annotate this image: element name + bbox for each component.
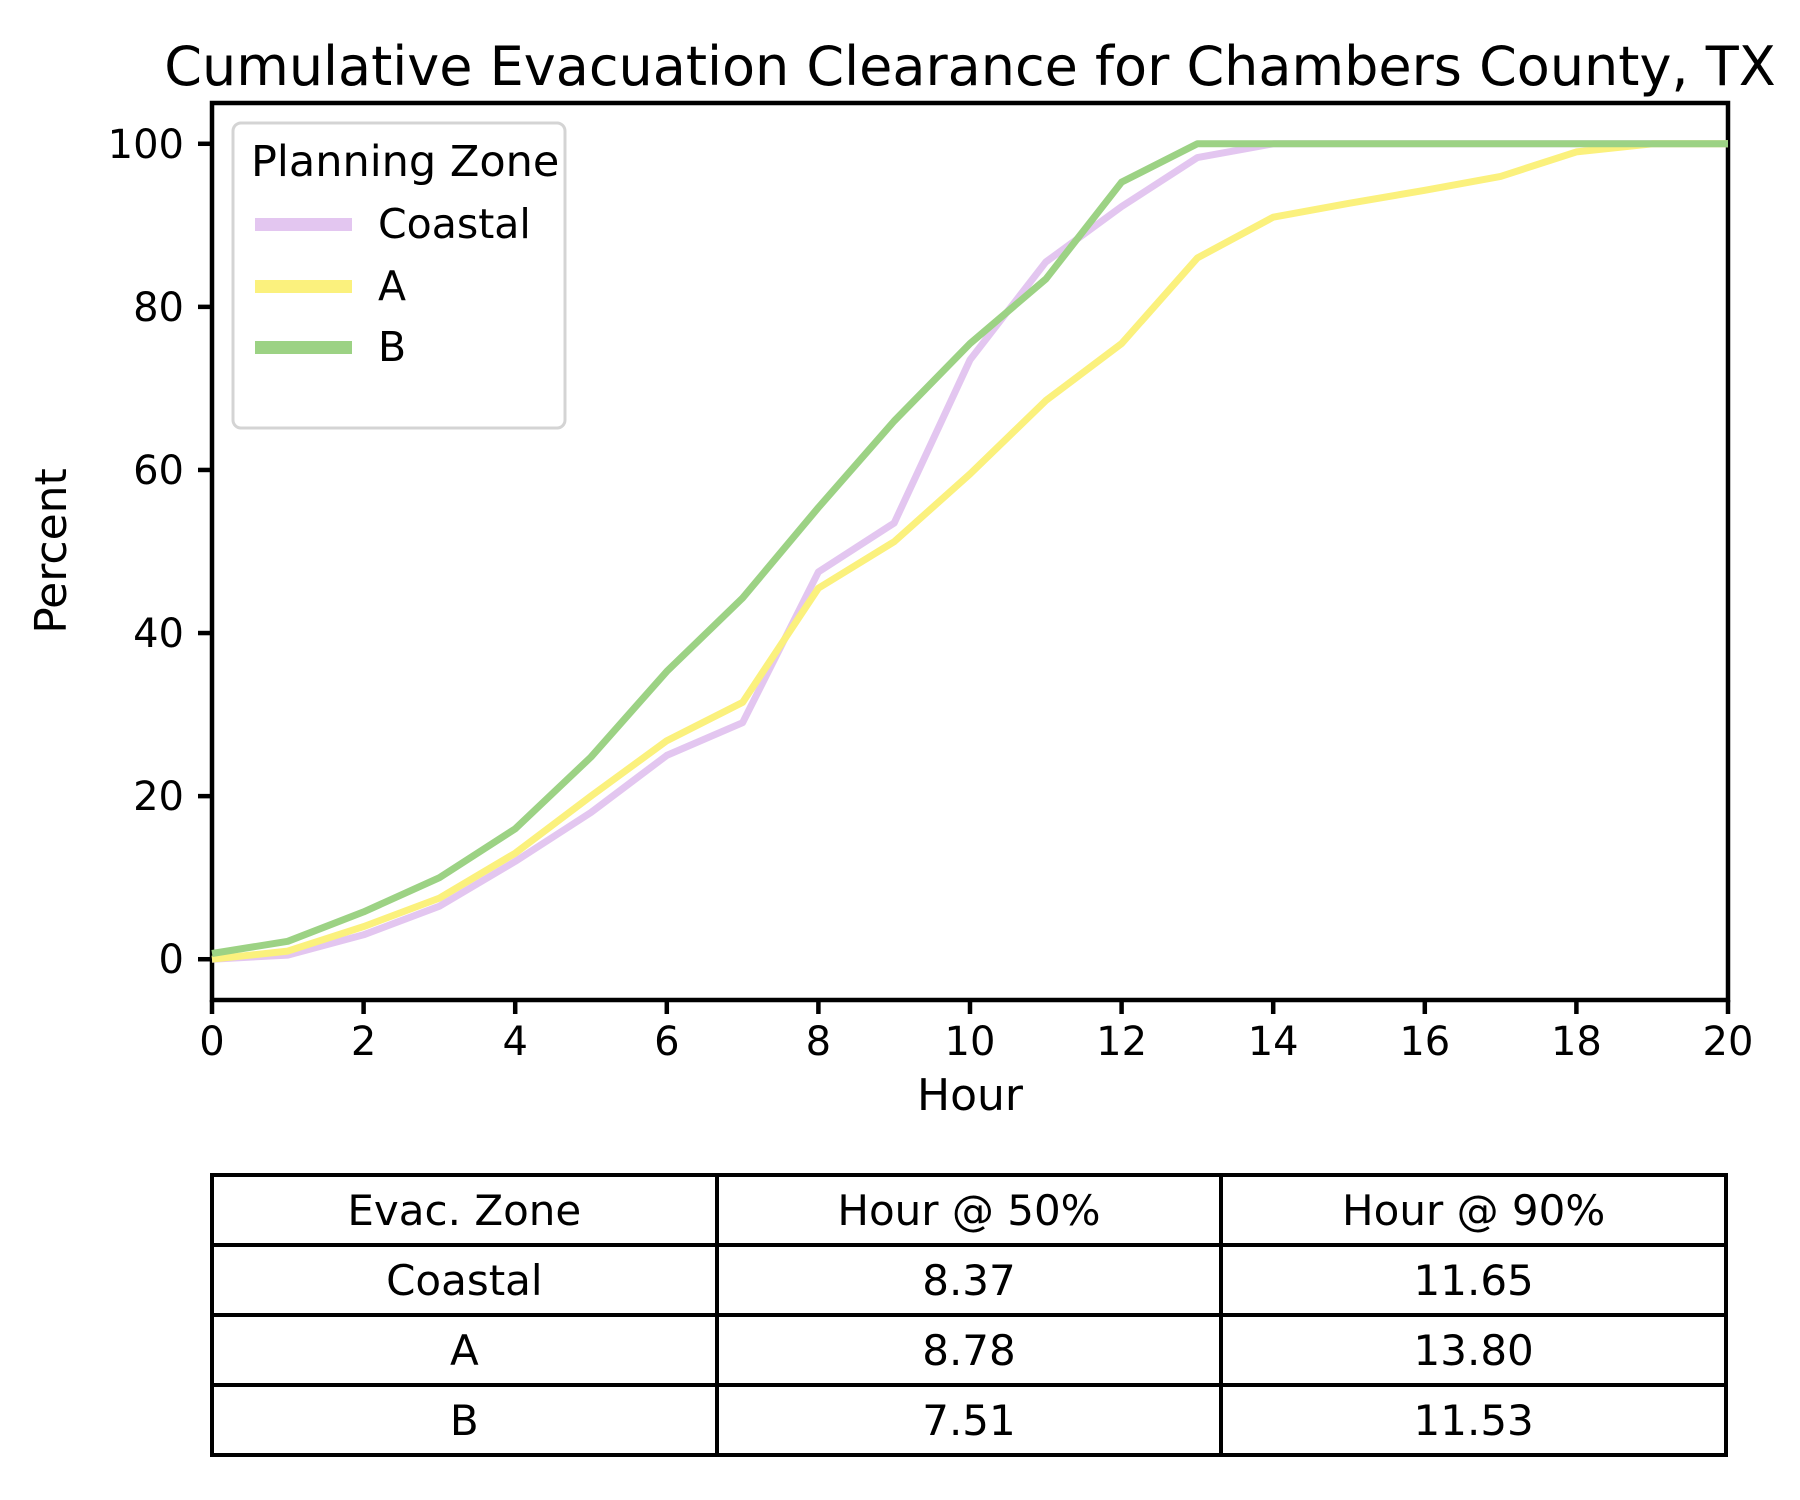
y-axis-ticks: 0 20 40 60 80 100 bbox=[108, 122, 212, 983]
x-axis-ticks: 0 2 4 6 8 10 12 14 16 18 20 bbox=[199, 1000, 1753, 1065]
table-header: Evac. Zone Hour @ 50% Hour @ 90% bbox=[210, 1173, 1728, 1247]
x-tick-label: 10 bbox=[945, 1019, 996, 1065]
x-axis-label: Hour bbox=[917, 1070, 1024, 1121]
evacuation-clearance-line-chart: Cumulative Evacuation Clearance for Cham… bbox=[26, 35, 1776, 1121]
series-line-a bbox=[211, 140, 1728, 963]
table-cell: Coastal bbox=[210, 1243, 719, 1317]
x-tick-label: 18 bbox=[1551, 1019, 1602, 1065]
y-tick-label: 20 bbox=[133, 774, 184, 820]
table-cell: 8.37 bbox=[714, 1243, 1224, 1317]
table-cell: 11.53 bbox=[1219, 1383, 1728, 1457]
y-tick-label: 60 bbox=[133, 448, 184, 494]
series-line-b bbox=[211, 140, 1728, 957]
x-tick-label: 16 bbox=[1399, 1019, 1450, 1065]
y-tick-label: 0 bbox=[159, 937, 184, 983]
legend-label-a: A bbox=[378, 262, 406, 310]
x-tick-label: 4 bbox=[502, 1019, 527, 1065]
y-tick-label: 40 bbox=[133, 611, 184, 657]
legend: Planning Zone Coastal A B bbox=[231, 121, 567, 430]
series-lines bbox=[211, 140, 1728, 963]
table-cell: A bbox=[210, 1313, 719, 1387]
x-tick-label: 12 bbox=[1096, 1019, 1147, 1065]
x-tick-label: 8 bbox=[806, 1019, 831, 1065]
legend-title: Planning Zone bbox=[251, 137, 559, 187]
table-cell: 13.80 bbox=[1219, 1313, 1728, 1387]
y-axis-label: Percent bbox=[26, 468, 77, 634]
table-cell: 11.65 bbox=[1219, 1243, 1728, 1317]
y-tick-label: 100 bbox=[108, 122, 184, 168]
clearance-summary-table: Evac. Zone Hour @ 50% Hour @ 90% Coastal… bbox=[210, 1173, 1728, 1457]
legend-label-b: B bbox=[378, 323, 406, 371]
x-tick-label: 6 bbox=[654, 1019, 679, 1065]
table-header-cell: Evac. Zone bbox=[210, 1173, 719, 1247]
chart-title: Cumulative Evacuation Clearance for Cham… bbox=[164, 35, 1775, 98]
x-tick-label: 20 bbox=[1703, 1019, 1754, 1065]
table-header-cell: Hour @ 90% bbox=[1219, 1173, 1728, 1247]
table-cell: B bbox=[210, 1383, 719, 1457]
x-tick-label: 0 bbox=[199, 1019, 224, 1065]
x-tick-label: 2 bbox=[351, 1019, 376, 1065]
legend-swatch-b bbox=[255, 341, 352, 354]
table-cell: 8.78 bbox=[714, 1313, 1224, 1387]
legend-label-coastal: Coastal bbox=[378, 200, 531, 248]
table-row: Coastal 8.37 11.65 bbox=[210, 1243, 1728, 1317]
legend-swatch-coastal bbox=[255, 218, 352, 231]
table-header-cell: Hour @ 50% bbox=[714, 1173, 1224, 1247]
y-tick-label: 80 bbox=[133, 285, 184, 331]
table-cell: 7.51 bbox=[714, 1383, 1224, 1457]
table-body: Coastal 8.37 11.65 A 8.78 13.80 B 7.51 11.53 bbox=[210, 1243, 1728, 1457]
x-tick-label: 14 bbox=[1248, 1019, 1299, 1065]
legend-swatch-a bbox=[255, 280, 352, 293]
table-row: A 8.78 13.80 bbox=[210, 1313, 1728, 1387]
table-header-row: Evac. Zone Hour @ 50% Hour @ 90% bbox=[210, 1173, 1728, 1247]
table-row: B 7.51 11.53 bbox=[210, 1383, 1728, 1457]
